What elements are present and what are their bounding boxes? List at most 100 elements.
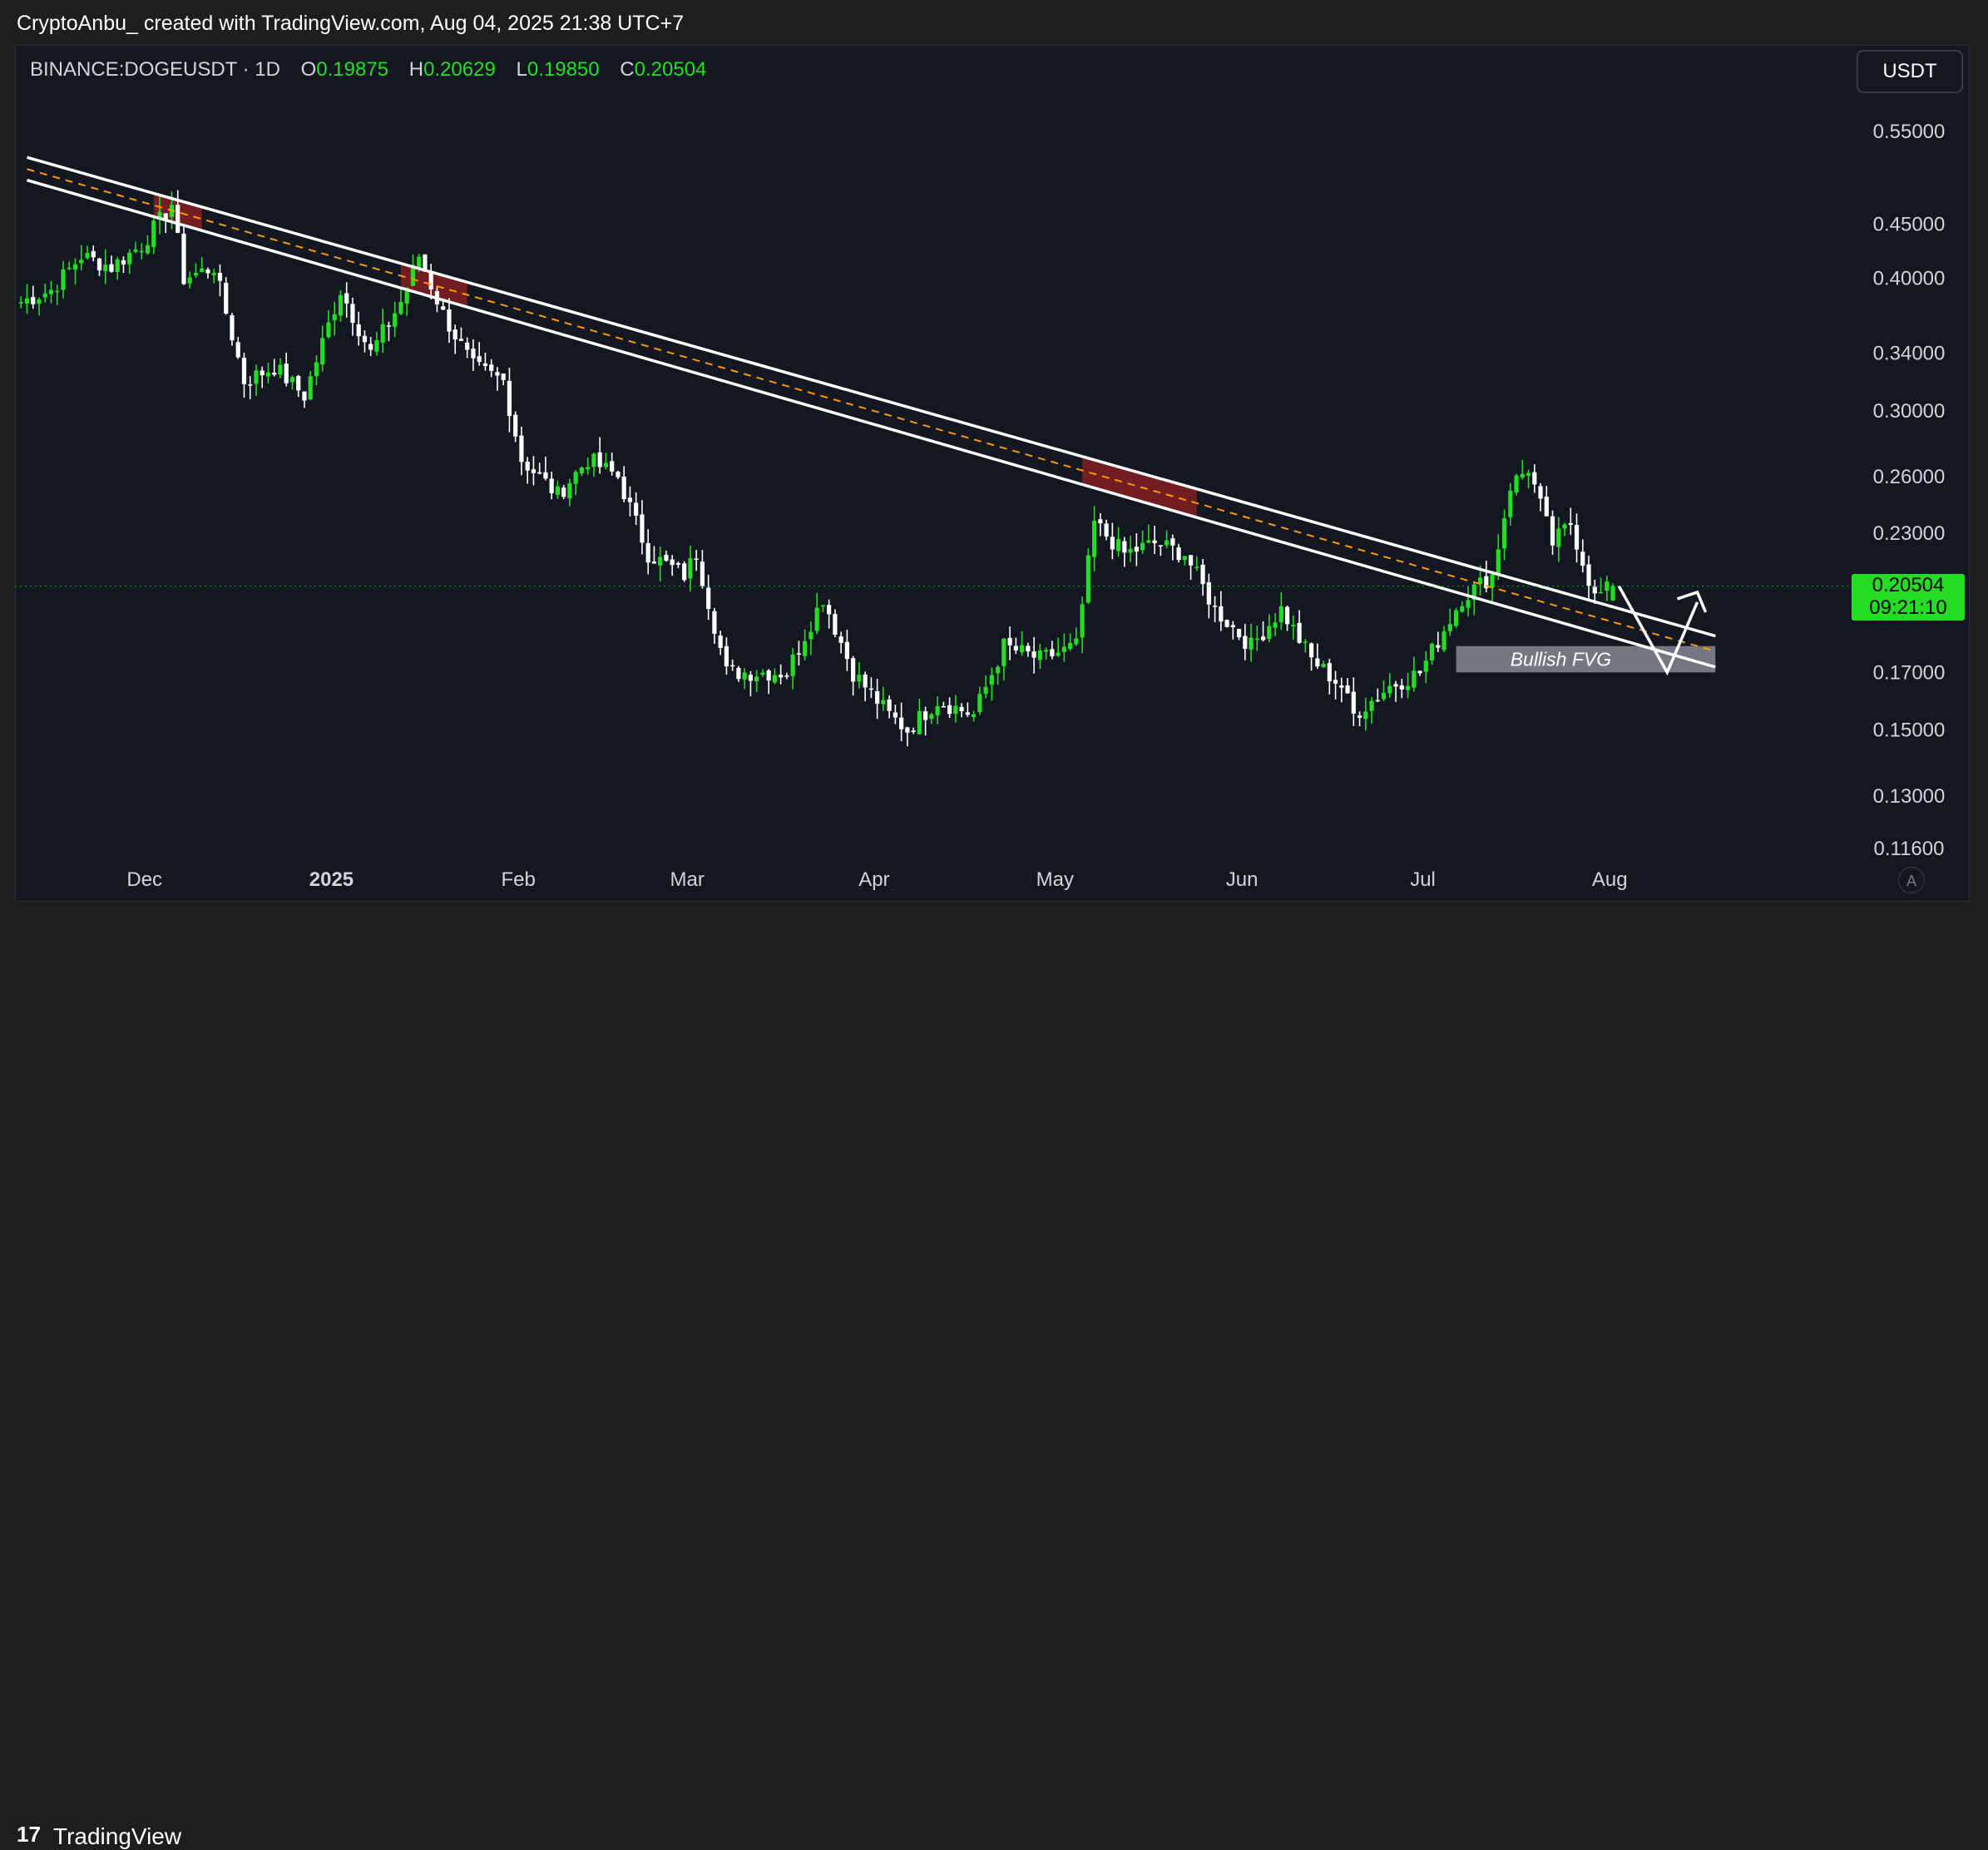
candle-body [1369, 700, 1374, 711]
candle-body [543, 472, 548, 479]
candle-body [338, 294, 344, 316]
y-tick-label: 0.23000 [1873, 522, 1946, 545]
candle-body [260, 370, 265, 376]
candle-body [724, 646, 729, 667]
candle-body [441, 306, 446, 310]
candle-body [1436, 645, 1441, 648]
y-tick-label: 0.45000 [1873, 213, 1946, 235]
x-tick-label: Feb [502, 868, 536, 891]
candle-body [320, 338, 325, 365]
candle-body [362, 335, 368, 343]
currency-button[interactable]: USDT [1857, 50, 1963, 93]
candle-body [1297, 622, 1302, 643]
y-tick-label: 0.40000 [1873, 268, 1946, 290]
candle-body [868, 688, 873, 690]
candle-body [1068, 642, 1073, 650]
auto-scale-button[interactable]: A [1898, 867, 1925, 893]
candle-body [1453, 610, 1459, 626]
candle-body [326, 322, 331, 338]
candle-body [127, 252, 132, 265]
candle-body [145, 245, 151, 254]
candle-body [465, 342, 470, 350]
candle-body [1496, 549, 1501, 575]
candle-body [296, 375, 301, 391]
candle-body [1050, 649, 1055, 656]
candle-body [899, 717, 904, 730]
candle-body [621, 477, 626, 499]
candle-body [513, 414, 518, 437]
open-key: O [300, 58, 317, 81]
candle-body [875, 690, 880, 705]
candle-body [1230, 625, 1235, 627]
candle-body [1013, 646, 1018, 650]
candle-body [947, 705, 952, 715]
candle-body [1254, 638, 1259, 641]
candle-body [1284, 606, 1290, 625]
candle-body [265, 372, 271, 377]
candle-body [597, 452, 602, 467]
candle-body [344, 293, 349, 304]
candle-body [712, 611, 717, 634]
candle-body [163, 213, 168, 220]
bar-countdown: 09:21:10 [1869, 596, 1947, 619]
candle-body [1170, 538, 1175, 546]
symbol-label[interactable]: BINANCE:DOGEUSDT · 1D [30, 58, 280, 81]
candle-body [616, 472, 621, 477]
candle-body [1085, 555, 1090, 603]
candle-body [1104, 523, 1109, 537]
candle-body [1267, 626, 1272, 640]
resistance-zone [400, 263, 467, 308]
candle-body [1182, 556, 1187, 561]
candle-body [1514, 475, 1519, 493]
candle-body [730, 665, 735, 667]
candle-body [929, 714, 934, 720]
candle-body [1308, 643, 1314, 658]
candle-body [176, 205, 181, 233]
candle-body [634, 502, 639, 516]
channel-upper-line [27, 156, 1716, 638]
candle-body [404, 287, 409, 304]
candle-body [423, 254, 428, 272]
candle-body [742, 672, 747, 680]
candle-body [972, 714, 977, 717]
candle-body [278, 364, 283, 375]
candle-body [682, 563, 687, 581]
candle-body [700, 561, 705, 586]
candle-body [1260, 636, 1266, 641]
candle-body [1393, 684, 1398, 687]
candle-body [332, 314, 337, 320]
candle-body [85, 252, 90, 259]
candle-body [1484, 576, 1489, 589]
candle-body [1037, 650, 1042, 660]
candle-body [736, 667, 741, 680]
candle-body [851, 658, 856, 682]
last-price-label: 0.20504 09:21:10 [1852, 574, 1965, 621]
candle-body [507, 380, 512, 417]
x-tick-label: Mar [670, 868, 704, 891]
candle-body [561, 487, 566, 497]
candle-body [911, 730, 916, 732]
candle-body [857, 675, 862, 682]
candle-body [814, 607, 819, 631]
candle-body [675, 562, 681, 565]
candle-body [217, 273, 223, 281]
candle-body [187, 277, 192, 284]
candle-body [1423, 660, 1428, 672]
candle-body [1610, 586, 1615, 601]
candle-body [61, 269, 66, 290]
candle-body [1194, 566, 1199, 569]
candle-body [567, 482, 572, 499]
candle-body [803, 641, 808, 656]
candle-body [18, 302, 23, 304]
candle-body [664, 554, 669, 561]
y-tick-label: 0.15000 [1873, 720, 1946, 742]
candle-body [1236, 629, 1242, 638]
candle-body [1471, 584, 1476, 601]
price-chart[interactable]: Bullish FVG 0.55000 0.45000 0.40000 0.34000… [0, 0, 1988, 960]
candle-body [1417, 670, 1422, 674]
candle-body [610, 461, 615, 472]
candle-body [1056, 652, 1061, 656]
candle-body [428, 272, 433, 289]
candle-body [1026, 646, 1031, 652]
candle-body [31, 297, 36, 304]
